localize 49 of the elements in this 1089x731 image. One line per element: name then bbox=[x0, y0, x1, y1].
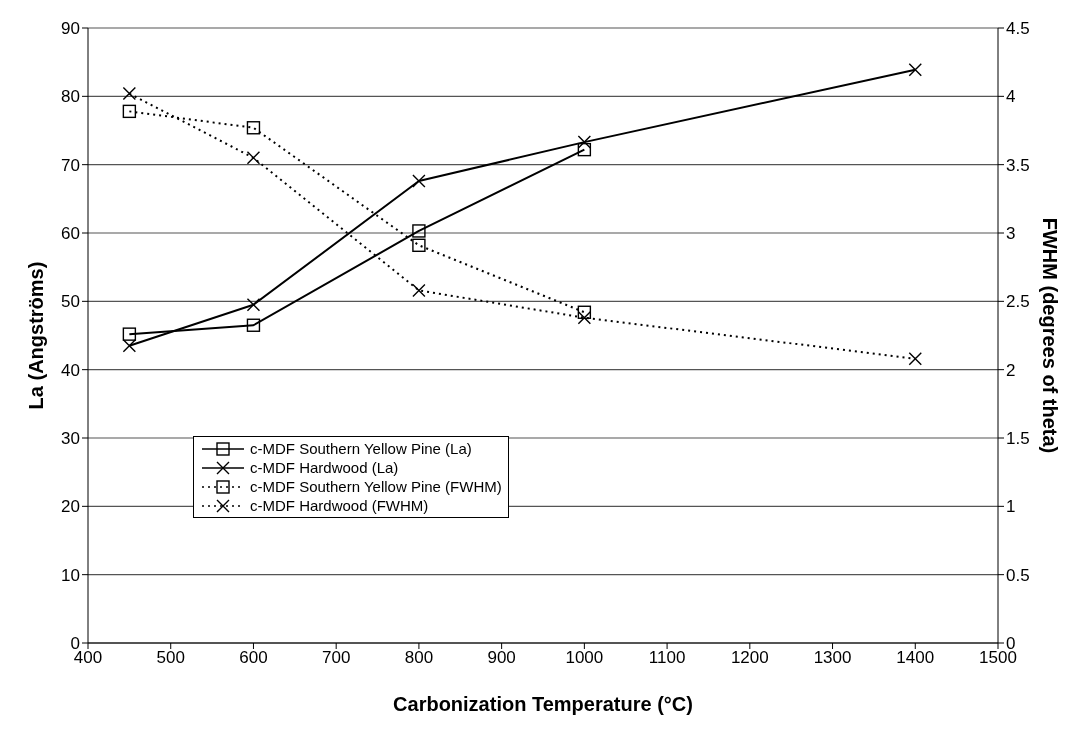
x-tick-label: 400 bbox=[73, 648, 103, 668]
y-tick-label: 20 bbox=[61, 497, 80, 517]
point bbox=[122, 339, 137, 353]
y-tick-label: 70 bbox=[61, 155, 80, 175]
x-tick-label: 500 bbox=[156, 648, 185, 668]
y-tick-label: 60 bbox=[61, 224, 80, 244]
y2-axis-title: FWHM (degrees of theta) bbox=[1038, 217, 1061, 454]
y-axis-title: La (Angströms) bbox=[25, 261, 48, 410]
point bbox=[908, 62, 922, 77]
y-tick-label: 40 bbox=[61, 360, 80, 380]
y-tick-label: 10 bbox=[61, 565, 80, 585]
y2-tick-label: 3.5 bbox=[1006, 155, 1030, 175]
point bbox=[122, 104, 137, 119]
x-tick-label: 1000 bbox=[565, 648, 604, 668]
y2-tick-label: 0.5 bbox=[1006, 565, 1030, 585]
y-tick-label: 30 bbox=[61, 429, 80, 449]
legend-label: c-MDF Southern Yellow Pine (La) bbox=[250, 439, 472, 458]
point bbox=[412, 238, 426, 252]
point bbox=[577, 305, 592, 319]
x-tick-label: 600 bbox=[239, 648, 268, 668]
legend-label: c-MDF Hardwood (La) bbox=[250, 458, 399, 477]
x-tick-label: 1400 bbox=[896, 648, 935, 668]
y2-tick-label: 2 bbox=[1006, 360, 1016, 380]
y2-tick-label: 4.5 bbox=[1006, 19, 1030, 39]
point bbox=[412, 283, 426, 298]
point bbox=[577, 142, 592, 157]
point bbox=[412, 224, 426, 238]
y2-tick-label: 2.5 bbox=[1006, 292, 1030, 312]
y2-tick-label: 1.5 bbox=[1006, 429, 1030, 449]
x-tick-label: 800 bbox=[404, 648, 434, 668]
point bbox=[246, 151, 261, 165]
point bbox=[246, 121, 261, 135]
point bbox=[122, 327, 137, 341]
y-tick-label: 90 bbox=[61, 19, 80, 39]
x-tick-label: 900 bbox=[487, 648, 516, 668]
x-axis-title: Carbonization Temperature (°C) bbox=[393, 693, 693, 715]
y-tick-label: 50 bbox=[61, 292, 80, 312]
point bbox=[908, 352, 922, 366]
point bbox=[246, 318, 261, 332]
legend-label: c-MDF Hardwood (FWHM) bbox=[250, 496, 429, 515]
legend-label: c-MDF Southern Yellow Pine (FWHM) bbox=[250, 477, 502, 496]
y2-tick-label: 1 bbox=[1006, 497, 1016, 517]
x-tick-label: 1300 bbox=[813, 648, 852, 668]
y-tick-label: 80 bbox=[61, 87, 80, 107]
x-tick-label: 1200 bbox=[730, 648, 769, 668]
y2-tick-label: 3 bbox=[1006, 224, 1016, 244]
x-tick-label: 1100 bbox=[648, 648, 686, 668]
x-tick-label: 700 bbox=[321, 648, 351, 668]
y2-tick-label: 4 bbox=[1006, 87, 1016, 107]
